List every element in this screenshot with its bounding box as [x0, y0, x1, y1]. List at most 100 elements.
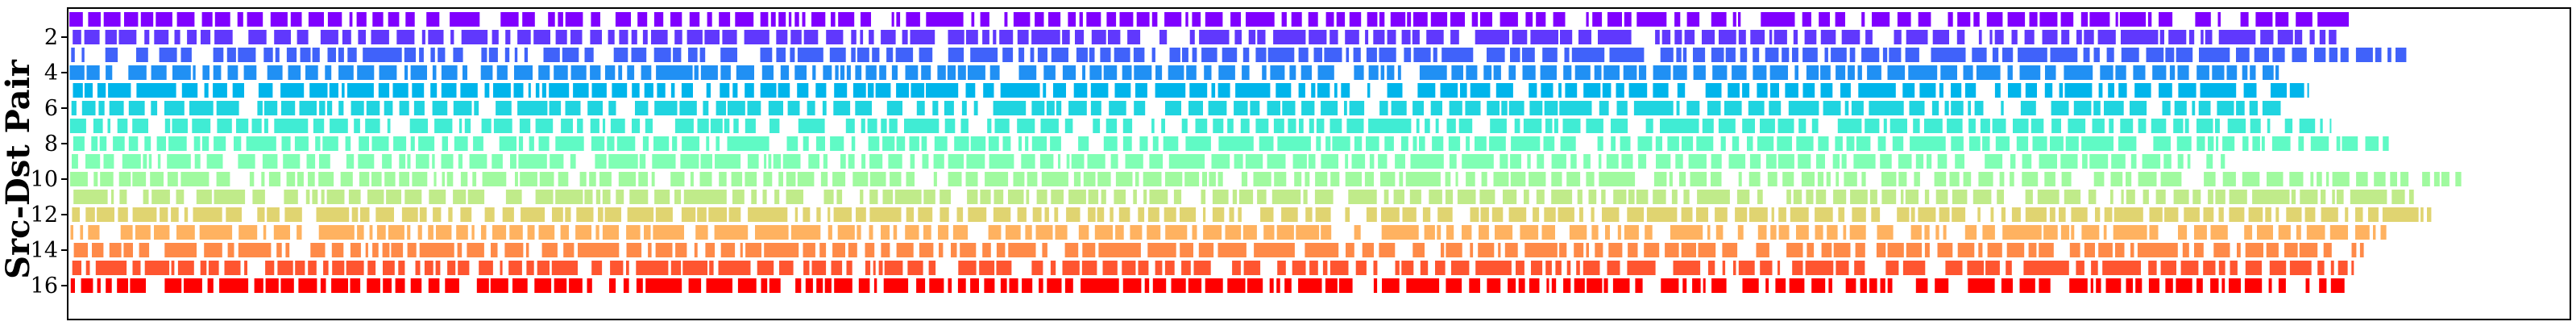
bar-segment-pair-7-80	[1523, 119, 1542, 133]
bar-segment-pair-15-81	[1516, 261, 1524, 275]
bar-segment-pair-11-97	[1850, 190, 1868, 204]
y-tick-label-14: 14	[31, 238, 58, 263]
bar-segment-pair-2-50	[966, 30, 978, 44]
bar-segment-pair-12-133	[2420, 207, 2424, 222]
bar-segment-pair-1-14	[327, 12, 342, 27]
bar-segment-pair-8-26	[499, 136, 516, 151]
bar-segment-pair-13-97	[1910, 225, 1922, 240]
bar-segment-pair-12-28	[598, 207, 604, 222]
bar-segment-pair-6-58	[1188, 101, 1203, 115]
bar-segment-pair-5-93	[1785, 83, 1798, 98]
bar-segment-pair-6-93	[1869, 101, 1904, 115]
bar-segment-pair-11-129	[2408, 190, 2414, 204]
bar-segment-pair-12-48	[968, 207, 987, 222]
bar-segment-pair-14-24	[525, 243, 529, 257]
bar-segment-pair-3-44	[857, 48, 869, 62]
y-tick-label-4: 4	[44, 61, 58, 86]
bar-segment-pair-15-117	[2245, 261, 2262, 275]
bar-segment-pair-12-123	[2248, 207, 2263, 222]
bar-segment-pair-8-103	[1846, 136, 1855, 151]
bar-segment-pair-10-38	[670, 172, 685, 186]
bar-segment-pair-9-23	[458, 154, 463, 169]
bar-segment-pair-10-34	[599, 172, 612, 186]
bar-segment-pair-1-120	[2195, 12, 2211, 27]
bar-segment-pair-9-121	[2177, 154, 2184, 169]
bar-segment-pair-1-59	[1106, 12, 1117, 27]
bar-segment-pair-16-63	[1171, 278, 1186, 293]
bar-segment-pair-2-69	[1329, 30, 1338, 44]
bar-segment-pair-7-9	[236, 119, 249, 133]
bar-segment-pair-8-41	[786, 136, 799, 151]
bar-segment-pair-13-34	[653, 225, 684, 240]
bar-segment-pair-6-114	[2262, 101, 2281, 115]
bar-segment-pair-1-74	[1349, 12, 1362, 27]
bar-segment-pair-14-17	[391, 243, 404, 257]
bar-segment-pair-8-25	[473, 136, 483, 151]
bar-segment-pair-8-57	[1025, 136, 1029, 151]
bar-segment-pair-12-82	[1544, 207, 1556, 222]
bar-segment-pair-3-50	[970, 48, 998, 62]
bar-segment-pair-15-91	[1708, 261, 1715, 275]
bar-segment-pair-16-52	[984, 278, 995, 293]
bar-segment-pair-2-25	[533, 30, 550, 44]
bar-segment-pair-9-68	[1267, 154, 1286, 169]
bar-segment-pair-8-43	[815, 136, 825, 151]
bar-segment-pair-12-86	[1602, 207, 1620, 222]
bar-segment-pair-4-120	[2115, 65, 2126, 80]
bar-segment-pair-8-31	[591, 136, 605, 151]
bar-segment-pair-12-80	[1508, 207, 1527, 222]
bar-segment-pair-13-64	[1263, 225, 1275, 240]
bar-segment-pair-6-26	[549, 101, 562, 115]
bar-segment-pair-15-41	[779, 261, 794, 275]
bar-segment-pair-16-72	[1325, 278, 1338, 293]
bar-segment-pair-4-110	[1887, 65, 1906, 80]
bar-segment-pair-3-104	[1882, 48, 1888, 62]
bar-segment-pair-3-64	[1192, 48, 1197, 62]
bar-segment-pair-4-112	[1940, 65, 1957, 80]
bar-segment-pair-9-115	[2082, 154, 2088, 169]
bar-segment-pair-16-74	[1373, 278, 1378, 293]
bar-segment-pair-8-71	[1325, 136, 1331, 151]
bar-segment-pair-13-61	[1203, 225, 1222, 240]
bar-segment-pair-3-91	[1693, 48, 1706, 62]
bar-segment-pair-2-33	[651, 30, 668, 44]
bar-segment-pair-9-51	[933, 154, 944, 169]
bar-segment-pair-14-68	[1470, 243, 1474, 257]
bar-segment-pair-2-75	[1412, 30, 1420, 44]
bar-segment-pair-13-11	[297, 225, 302, 240]
bar-segment-pair-12-87	[1627, 207, 1645, 222]
bar-segment-pair-4-11	[267, 65, 283, 80]
bar-segment-pair-15-23	[435, 261, 441, 275]
bar-segment-pair-5-86	[1653, 83, 1669, 98]
bar-segment-pair-2-46	[881, 30, 896, 44]
bar-segment-pair-7-85	[1611, 119, 1628, 133]
bar-segment-pair-1-56	[1068, 12, 1076, 27]
bar-segment-pair-4-59	[1043, 65, 1056, 80]
bar-segment-pair-11-124	[2321, 190, 2326, 204]
bar-segment-pair-12-109	[2011, 207, 2021, 222]
bar-segment-pair-6-22	[453, 101, 472, 115]
bar-segment-pair-12-91	[1715, 207, 1728, 222]
bar-segment-pair-6-90	[1823, 101, 1841, 115]
bar-segment-pair-9-11	[262, 154, 278, 169]
bar-segment-pair-15-83	[1545, 261, 1552, 275]
bar-segment-pair-13-24	[492, 225, 507, 240]
bar-segment-pair-4-127	[2226, 65, 2238, 80]
bar-segment-pair-7-44	[881, 119, 887, 133]
bar-segment-pair-1-69	[1281, 12, 1287, 27]
bar-segment-pair-16-30	[609, 278, 616, 293]
bar-segment-pair-5-27	[549, 83, 570, 98]
bar-segment-pair-4-37	[720, 65, 731, 80]
bar-segment-pair-11-92	[1786, 190, 1791, 204]
bar-segment-pair-9-42	[808, 154, 819, 169]
bar-segment-pair-13-4	[135, 225, 151, 240]
bar-segment-pair-4-70	[1218, 65, 1235, 80]
bar-segment-pair-6-15	[338, 101, 344, 115]
bar-segment-pair-12-131	[2368, 207, 2379, 222]
bar-segment-pair-3-69	[1267, 48, 1295, 62]
bar-segment-pair-6-5	[151, 101, 158, 115]
bar-segment-pair-2-82	[1578, 30, 1591, 44]
bar-segment-pair-8-47	[882, 136, 895, 151]
bar-segment-pair-9-13	[306, 154, 316, 169]
bar-segment-pair-7-45	[889, 119, 898, 133]
